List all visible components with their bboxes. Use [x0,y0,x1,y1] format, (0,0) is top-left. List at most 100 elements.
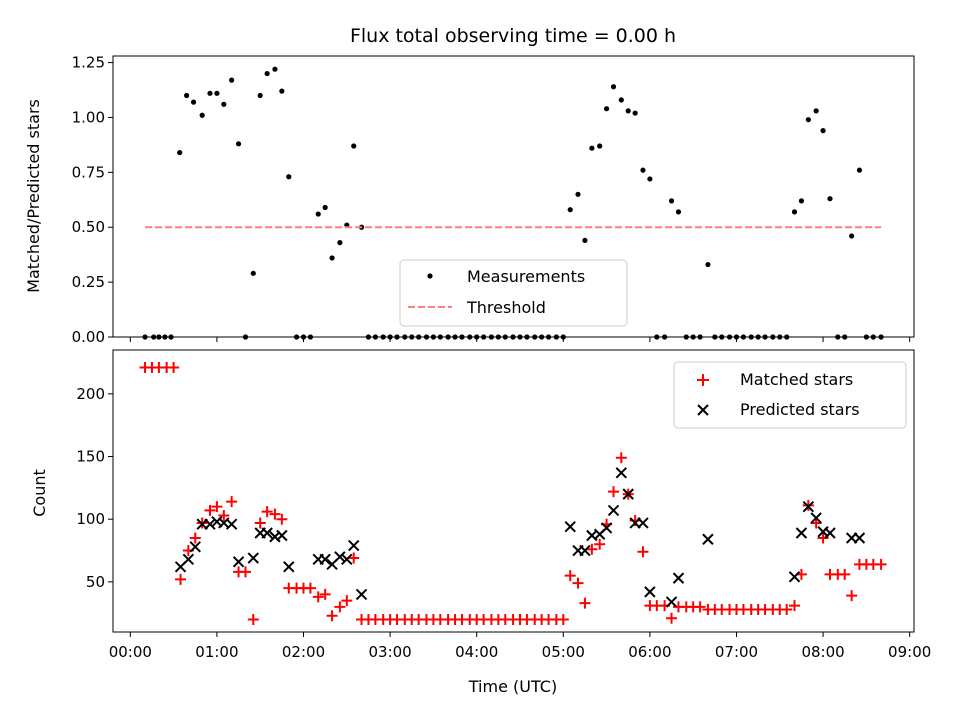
measurement-point [539,334,545,340]
measurements-legend-marker [427,273,433,279]
measurement-point [315,211,321,217]
bottom-y-tick-label: 200 [76,385,105,403]
measurement-point [762,334,768,340]
measurement-point [618,97,624,103]
measurement-point [221,101,227,107]
measurement-point [372,334,378,340]
bottom-y-tick-label: 100 [76,510,105,528]
measurement-point [820,128,826,134]
measurement-point [452,334,458,340]
predicted-star-point [672,572,685,584]
measurement-point [856,167,863,173]
top-y-tick-label: 1.00 [72,108,105,126]
measurement-point [351,143,357,149]
measurements-legend-label: Measurements [467,267,585,286]
predicted-legend-marker [697,404,709,416]
predicted-legend-label: Predicted stars [740,400,860,419]
measurement-point [770,334,776,340]
measurement-point [582,237,588,244]
matched-star-point [615,452,627,464]
measurement-point [878,334,884,340]
predicted-star-point [204,518,216,530]
measurement-point [726,334,733,340]
matched-star-point [557,613,569,625]
matched-star-point [312,591,324,603]
measurement-point [467,334,473,340]
matched-star-point [348,552,360,564]
measurement-point [459,334,465,340]
bottom-marks [139,362,887,625]
bottom-x-tick-label: 02:00 [282,643,325,661]
predicted-star-point [355,588,368,601]
bottom-x-tick-label: 09:00 [888,643,931,661]
measurement-point [784,334,790,340]
measurement-point [168,334,174,340]
matched-star-point [276,513,288,525]
measurement-point [430,334,436,340]
measurement-point [177,149,183,156]
x-axis-label: Time (UTC) [468,677,557,696]
measurement-point [668,198,675,204]
measurement-point [184,92,190,99]
matched-star-point [875,558,887,570]
measurement-point [798,198,805,204]
bottom-frame [112,349,915,633]
matched-star-point [247,613,259,625]
measurement-point [662,334,668,340]
measurement-point [690,334,696,340]
predicted-star-point [276,529,288,542]
top-y-tick-label: 0.25 [72,273,105,291]
measurement-point [229,77,235,83]
measurement-point [409,334,415,340]
predicted-star-point [615,467,628,479]
measurement-point [654,334,660,340]
measurement-point [502,334,508,340]
measurement-point [842,334,848,340]
matched-star-point [261,506,273,518]
matched-star-point [304,582,316,594]
bottom-legend-frame [673,361,907,429]
predicted-star-point [853,532,866,544]
predicted-star-point [247,552,259,564]
measurement-point [813,108,819,114]
measurement-point [162,334,168,340]
measurement-point [387,334,393,340]
measurement-point [733,334,740,340]
predicted-star-point [702,533,714,545]
matched-star-point [239,566,251,578]
measurement-point [740,334,747,340]
measurement-point [575,191,581,197]
matched-star-point [781,603,793,615]
measurement-point [481,334,487,340]
top-y-tick-label: 0.50 [72,218,105,236]
measurement-point [524,334,530,340]
measurement-point [257,92,263,99]
predicted-star-point [579,544,591,557]
predicted-star-point [795,527,808,539]
bottom-y-tick-label: 150 [76,448,105,466]
measurement-point [545,334,552,340]
matched-star-point [817,532,829,544]
measurement-point [242,334,249,340]
measurement-point [190,99,197,105]
top-legend: Measurements Threshold [399,259,628,327]
measurement-point [322,204,328,211]
top-y-tick-label: 1.25 [72,54,105,72]
predicted-star-point [810,512,822,524]
measurement-point [264,70,270,77]
predicted-star-point [564,521,576,533]
bottom-x-tick-label: 04:00 [455,643,498,661]
top-y-tick-label: 0.00 [72,328,105,346]
measurement-point [697,334,703,340]
measurement-point [207,90,213,96]
matched-star-point [637,546,649,558]
matched-legend-label: Matched stars [740,370,853,389]
top-plot: 0.00 0.25 0.50 0.75 1.00 1.25 [72,54,915,346]
measurement-point [805,117,811,123]
matched-star-point [564,570,576,582]
measurement-point [632,110,638,116]
matched-star-point [204,504,216,516]
predicted-star-point [802,500,815,513]
measurement-point [380,334,386,340]
